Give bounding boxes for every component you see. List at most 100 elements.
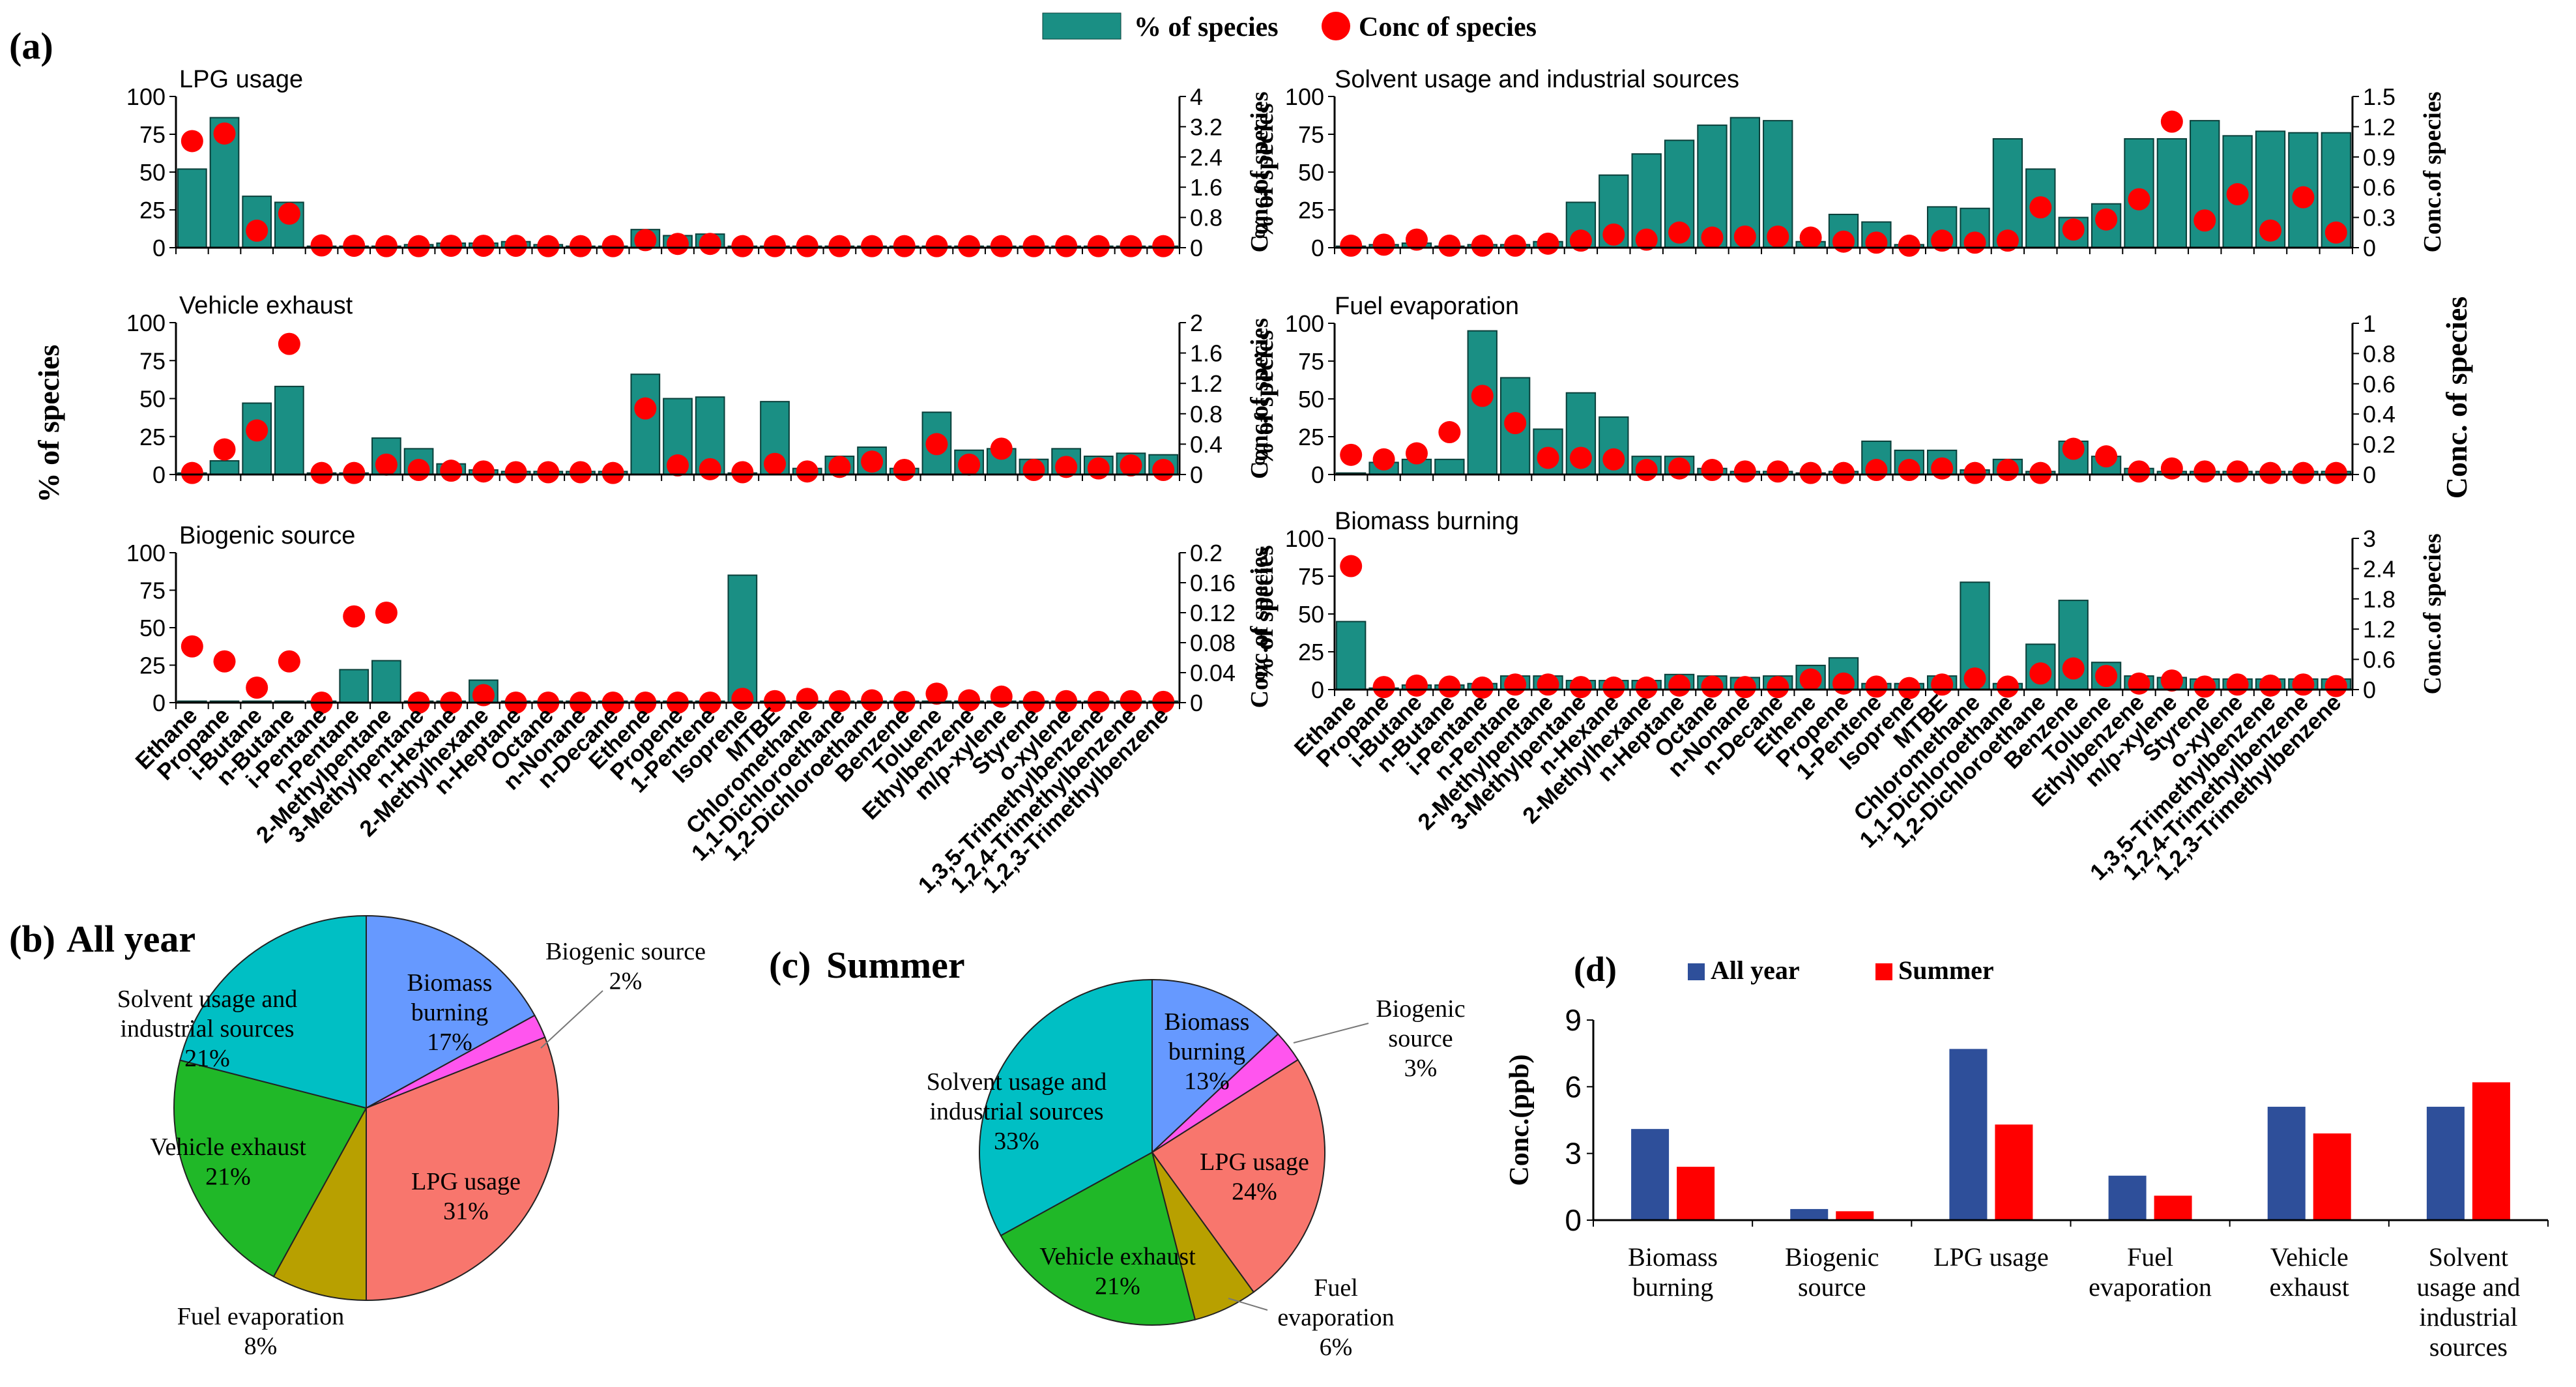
pie-slice-lpg-usage <box>1151 1058 1325 1293</box>
conc-dot <box>2324 221 2347 244</box>
bar <box>209 460 240 476</box>
conc-dot <box>2259 219 2282 242</box>
conc-dot <box>537 235 560 257</box>
y-tick-label: 25 <box>139 424 166 450</box>
conc-dot <box>569 235 592 257</box>
conc-dot <box>472 235 495 257</box>
y-tick-label: 100 <box>1285 83 1324 110</box>
y-tick-label: 50 <box>139 159 166 186</box>
conc-dot <box>1022 235 1045 257</box>
conc-dot <box>1602 223 1625 246</box>
y2-tick-label: 0.4 <box>2363 401 2395 428</box>
panel-title: Fuel evaporation <box>1335 293 1519 320</box>
conc-dot <box>1152 459 1175 482</box>
conc-dot <box>1799 461 1822 484</box>
y2-tick-label: 0 <box>2363 461 2376 488</box>
pie-label: 13% <box>1184 1068 1230 1095</box>
conc-dot <box>1055 235 1078 257</box>
conc-dot <box>1733 225 1756 248</box>
conc-dot <box>1799 226 1822 249</box>
y2-tick-label: 0.16 <box>1190 570 1236 596</box>
y-tick-label: 100 <box>126 540 166 566</box>
conc-dot <box>181 635 203 658</box>
conc-dot <box>407 459 430 482</box>
conc-dot <box>2193 209 2216 232</box>
conc-dot <box>440 235 463 257</box>
conc-dot <box>1668 221 1691 244</box>
conc-dot <box>1635 676 1658 699</box>
y2-tick-label: 0.2 <box>1190 540 1223 566</box>
y-tick-label: 50 <box>139 386 166 413</box>
y-tick-label: 0 <box>1311 235 1324 261</box>
conc-dot <box>1898 677 1920 699</box>
conc-dot <box>440 460 463 482</box>
y-tick-label: 25 <box>1298 424 1324 450</box>
bar <box>630 373 661 475</box>
y2-axis-label: Conc. of species <box>2440 297 2473 499</box>
pie-label: 24% <box>1232 1178 1277 1206</box>
pie-label: evaporation <box>1277 1304 1394 1332</box>
conc-dot <box>1767 460 1789 483</box>
conc-dot <box>1799 668 1822 691</box>
conc-dot <box>1152 235 1175 257</box>
conc-dot <box>1931 457 1954 480</box>
conc-dot <box>2062 437 2085 460</box>
y2-tick-label: 0.2 <box>2363 431 2395 458</box>
pie-label: 17% <box>427 1029 472 1056</box>
y-tick-label: 75 <box>139 577 166 604</box>
pie-slice-solvent-usage-and-industrial-sources <box>179 914 367 1109</box>
conc-dot <box>990 235 1013 257</box>
conc-dot <box>601 461 624 484</box>
y-tick-label: 50 <box>1298 386 1324 413</box>
pie-label: Biomass <box>1165 1008 1250 1036</box>
y-tick-label: 0 <box>152 461 166 488</box>
panel-title: LPG usage <box>179 66 303 93</box>
y2-tick-label: 0.8 <box>2363 340 2395 367</box>
pie-slice-vehicle-exhaust <box>1000 1151 1196 1326</box>
y-axis-label: % of species <box>1249 103 1279 241</box>
panel-solvent-usage-and-industrial-sources: Solvent usage and industrial sources 0 25 5… <box>1249 66 2446 261</box>
pie-label: 33% <box>994 1128 1039 1155</box>
conc-dot <box>181 461 203 484</box>
y2-axis-label: Conc.of species <box>1246 318 1273 479</box>
conc-dot <box>634 397 657 420</box>
bar <box>1434 458 1465 475</box>
conc-dot <box>2226 460 2249 483</box>
pie-label: LPG usage <box>411 1168 521 1195</box>
conc-dot <box>1022 459 1045 482</box>
y-tick-label: 25 <box>139 197 166 224</box>
conc-dot <box>958 689 981 712</box>
conc-dot <box>375 453 398 476</box>
conc-dot <box>1504 412 1527 435</box>
conc-dot <box>764 452 787 475</box>
bar-allyear <box>2426 1107 2465 1220</box>
bar-allyear <box>1949 1049 1988 1220</box>
legend-bar-label: % of species <box>1134 12 1279 42</box>
conc-dot <box>1733 460 1756 483</box>
legend-bar-swatch <box>1042 12 1122 40</box>
conc-dot <box>343 605 366 628</box>
pie-leader-line <box>1293 1023 1369 1044</box>
y-axis-label: % of species <box>1249 545 1279 682</box>
conc-dot <box>1963 667 1986 690</box>
x-category-label: exhaust <box>2270 1272 2349 1302</box>
conc-dot <box>1668 674 1691 697</box>
conc-dot <box>925 682 948 705</box>
y2-tick-label: 0.3 <box>2363 205 2395 231</box>
y-tick-label: 75 <box>1298 121 1324 148</box>
conc-dot <box>2128 188 2150 211</box>
y-tick-label: 50 <box>1298 159 1324 186</box>
pie-slice-fuel-evaporation <box>272 1107 367 1302</box>
y-tick-label: 0 <box>152 690 166 716</box>
conc-dot <box>1701 226 1724 249</box>
pie-label: 2% <box>609 968 643 995</box>
pie-label: 31% <box>443 1198 489 1225</box>
conc-dot <box>375 602 398 624</box>
conc-dot <box>278 332 300 355</box>
conc-dot <box>925 433 948 456</box>
y-axis-label: Conc.(ppb) <box>1505 1055 1535 1186</box>
y2-tick-label: 1 <box>2363 310 2376 337</box>
y-tick-label: 0 <box>1311 461 1324 488</box>
conc-dot <box>731 688 754 710</box>
pie-label: 6% <box>1320 1334 1353 1361</box>
